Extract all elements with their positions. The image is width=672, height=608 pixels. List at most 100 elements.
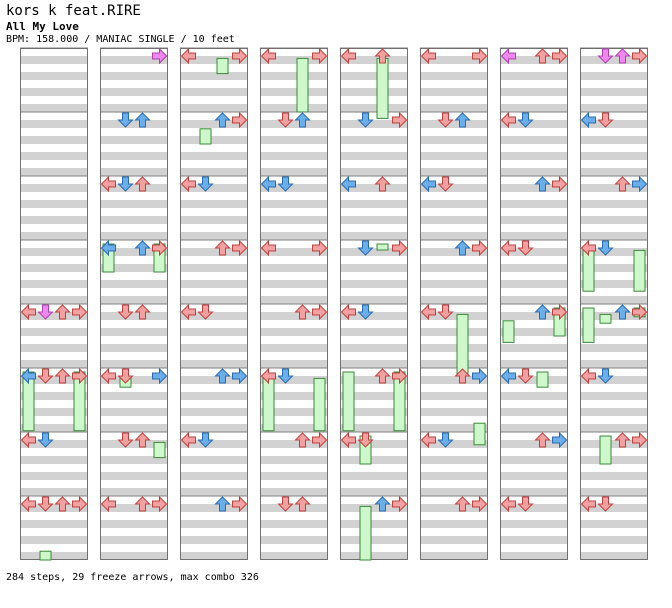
measure-band	[180, 88, 248, 96]
measure-band	[20, 424, 88, 432]
measure-band	[500, 408, 568, 416]
step-arrow	[454, 496, 471, 512]
measure-band	[500, 312, 568, 320]
measure-band	[100, 72, 168, 80]
measure-band	[340, 280, 408, 288]
chart-column-border	[100, 48, 168, 560]
measure-band	[100, 424, 168, 432]
measure-band	[180, 408, 248, 416]
step-arrow	[580, 367, 596, 385]
measure-band	[100, 184, 168, 192]
freeze-arrow	[473, 422, 486, 446]
step-arrow	[632, 175, 648, 193]
measure-band	[340, 392, 408, 400]
measure-band	[260, 120, 328, 128]
step-arrow	[500, 47, 516, 65]
step-arrow	[392, 367, 408, 385]
step-arrow	[232, 367, 248, 385]
measure-band	[500, 520, 568, 528]
step-arrow	[392, 239, 408, 257]
measure-band	[580, 248, 648, 256]
measure-band	[180, 552, 248, 560]
step-arrow	[500, 495, 516, 513]
step-arrow	[517, 496, 534, 512]
measure-band	[180, 360, 248, 368]
step-arrow	[357, 304, 374, 320]
step-arrow	[20, 367, 36, 385]
measure-band	[420, 392, 488, 400]
measure-band	[20, 152, 88, 160]
chart-column-border	[180, 48, 248, 560]
measure-band	[260, 168, 328, 176]
measure-band	[420, 280, 488, 288]
measure-band	[580, 520, 648, 528]
step-arrow	[277, 176, 294, 192]
step-arrow	[117, 176, 134, 192]
measure-band	[340, 232, 408, 240]
measure-band	[100, 264, 168, 272]
freeze-arrow	[359, 505, 372, 561]
step-arrow	[20, 431, 36, 449]
measure-band	[420, 504, 488, 512]
measure-band	[420, 344, 488, 352]
chart-column-border	[420, 48, 488, 560]
step-arrow	[54, 304, 71, 320]
step-arrow	[374, 48, 391, 64]
step-arrow	[134, 304, 151, 320]
step-arrow	[340, 47, 356, 65]
step-arrow	[72, 495, 88, 513]
measure-band	[580, 120, 648, 128]
step-arrow	[277, 496, 294, 512]
freeze-arrow	[313, 377, 326, 432]
step-arrow	[260, 367, 276, 385]
measure-band	[420, 376, 488, 384]
measure-band	[100, 248, 168, 256]
measure-band	[100, 344, 168, 352]
step-arrow	[357, 432, 374, 448]
measure-band	[180, 200, 248, 208]
step-arrow	[340, 303, 356, 321]
measure-band	[580, 472, 648, 480]
measure-band	[180, 392, 248, 400]
measure-band	[260, 456, 328, 464]
measure-band	[20, 360, 88, 368]
measure-band	[500, 504, 568, 512]
step-arrow	[597, 240, 614, 256]
step-arrow	[312, 239, 328, 257]
measure-band	[580, 216, 648, 224]
measure-band	[100, 216, 168, 224]
measure-band	[260, 264, 328, 272]
measure-band	[340, 168, 408, 176]
measure-band	[20, 104, 88, 112]
step-arrow	[632, 47, 648, 65]
measure-band	[100, 152, 168, 160]
measure-band	[20, 344, 88, 352]
step-arrow	[392, 495, 408, 513]
freeze-arrow	[633, 249, 646, 292]
step-arrow	[534, 48, 551, 64]
step-arrow	[294, 496, 311, 512]
measure-band	[20, 216, 88, 224]
measure-band	[340, 104, 408, 112]
step-arrow	[100, 175, 116, 193]
measure-band	[500, 88, 568, 96]
step-arrow	[374, 176, 391, 192]
measure-band	[100, 328, 168, 336]
measure-band	[260, 72, 328, 80]
measure-band	[100, 296, 168, 304]
measure-band	[580, 152, 648, 160]
measure-band	[420, 104, 488, 112]
measure-band	[260, 488, 328, 496]
step-arrow	[614, 176, 631, 192]
measure-band	[100, 472, 168, 480]
measure-band	[420, 472, 488, 480]
measure-band	[20, 376, 88, 384]
measure-band	[20, 312, 88, 320]
measure-band	[580, 392, 648, 400]
step-arrow	[374, 496, 391, 512]
measure-band	[260, 344, 328, 352]
chart-info: BPM: 158.000 / MANIAC SINGLE / 10 feet	[6, 34, 235, 45]
measure-band	[260, 232, 328, 240]
measure-band	[420, 408, 488, 416]
